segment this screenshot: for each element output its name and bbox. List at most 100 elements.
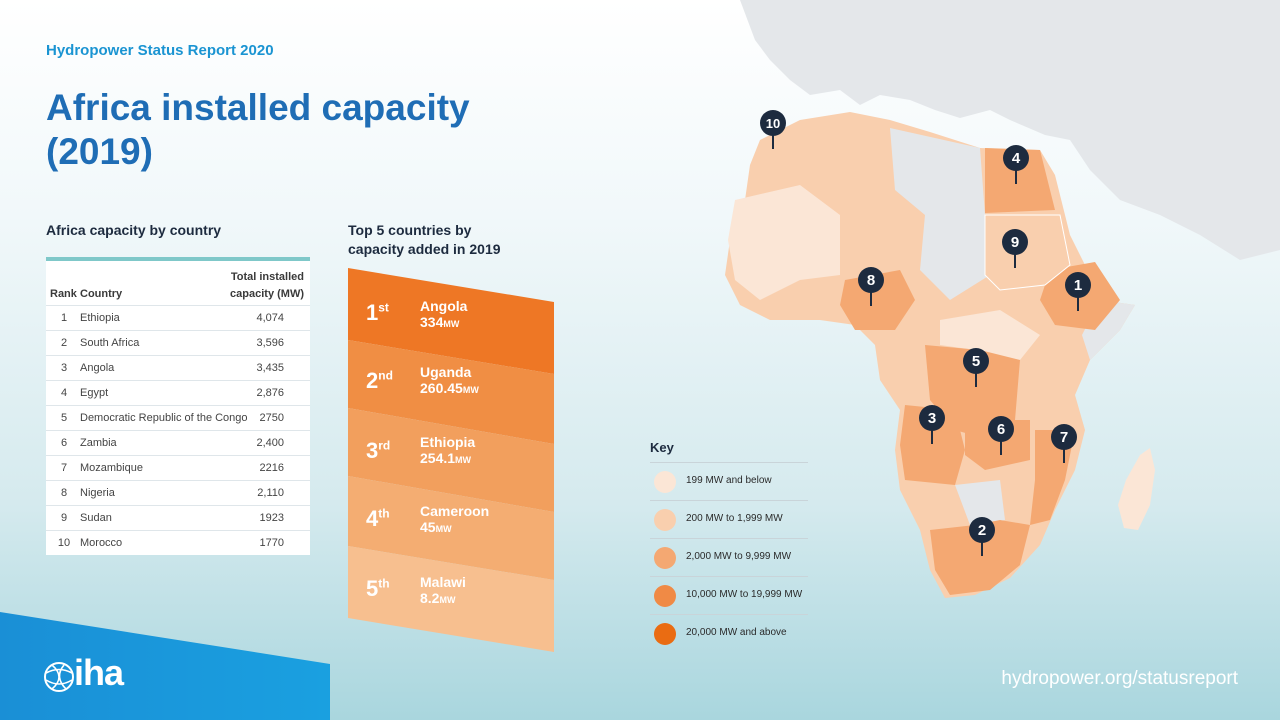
row-country: Mozambique	[80, 462, 143, 474]
column-header-capacity-line1: Total installed	[230, 271, 304, 283]
column-header-country: Country	[80, 288, 123, 300]
row-rank: 4	[60, 387, 68, 399]
footer-blue-band	[0, 612, 330, 720]
region-libya	[890, 128, 985, 215]
row-rank: 1	[60, 312, 68, 324]
row-rank: 2	[60, 337, 68, 349]
madagascar	[1118, 448, 1155, 530]
marker-2[interactable]: 2	[969, 517, 995, 556]
row-country: Egypt	[80, 387, 109, 399]
region-angola	[900, 405, 965, 485]
marker-2-label: 2	[978, 522, 986, 539]
marker-8[interactable]: 8	[858, 267, 884, 306]
top5-rank-5: 5th	[366, 576, 390, 601]
top5-rank-4: 4th	[366, 506, 390, 531]
key-item-1: 199 MW and below	[650, 462, 808, 501]
top5-country: Angola	[420, 298, 468, 314]
key-swatch-icon	[654, 623, 676, 645]
table-row: 9 Sudan 1923	[46, 505, 310, 531]
top5-ribbon-bands	[348, 268, 554, 652]
top5-band-3	[348, 408, 554, 512]
region-chad	[920, 215, 990, 300]
key-title: Key	[650, 440, 674, 455]
top5-band-5	[348, 546, 554, 652]
top5-rank-1: 1st	[366, 300, 389, 325]
footer-url[interactable]: hydropower.org/statusreport	[1001, 668, 1238, 689]
key-item-2: 200 MW to 1,999 MW	[650, 500, 808, 539]
report-subtitle: Hydropower Status Report 2020	[46, 42, 274, 59]
marker-4-label: 4	[1012, 150, 1021, 167]
table-row: 1 Ethiopia 4,074	[46, 305, 310, 331]
top5-country: Cameroon	[420, 503, 490, 519]
table-row: 2 South Africa 3,596	[46, 330, 310, 356]
row-country: Sudan	[80, 512, 112, 524]
top5-heading-line1: Top 5 countries by	[348, 222, 472, 238]
iha-globe-icon	[44, 662, 74, 692]
key-label: 199 MW and below	[686, 475, 772, 486]
top5-value: 334MW	[420, 314, 460, 330]
top5-band-4	[348, 476, 554, 580]
marker-6-label: 6	[997, 421, 1005, 438]
key-item-5: 20,000 MW and above	[650, 614, 808, 653]
row-capacity: 3,596	[256, 337, 284, 349]
key-label: 2,000 MW to 9,999 MW	[686, 551, 792, 562]
region-egypt	[985, 148, 1055, 213]
marker-10[interactable]: 10	[760, 110, 786, 149]
top5-country: Ethiopia	[420, 434, 476, 450]
top5-ribbon: 1st Angola 334MW 2nd Uganda 260.45MW 3rd…	[348, 268, 554, 652]
top5-band-2	[348, 340, 554, 444]
top5-entry-1: Angola 334MW	[420, 298, 467, 332]
marker-8-label: 8	[867, 272, 875, 289]
top5-value: 254.1MW	[420, 450, 472, 466]
top5-country: Uganda	[420, 364, 472, 380]
row-rank: 5	[60, 412, 68, 424]
key-swatch-icon	[654, 585, 676, 607]
table-row: 4 Egypt 2,876	[46, 380, 310, 406]
top5-value: 260.45MW	[420, 380, 479, 396]
marker-5-label: 5	[972, 353, 980, 370]
table-heading: Africa capacity by country	[46, 222, 222, 238]
table-row: 8 Nigeria 2,110	[46, 480, 310, 506]
key-swatch-icon	[654, 509, 676, 531]
top5-value: 45MW	[420, 519, 452, 535]
table-row: 7 Mozambique 2216	[46, 455, 310, 481]
europe-landmass	[740, 0, 1280, 260]
key-swatch-icon	[654, 547, 676, 569]
key-label: 20,000 MW and above	[686, 627, 787, 638]
marker-6[interactable]: 6	[988, 416, 1014, 455]
row-rank: 7	[60, 462, 68, 474]
marker-5[interactable]: 5	[963, 348, 989, 387]
marker-7-label: 7	[1060, 429, 1068, 446]
capacity-table: Rank Country Total installed capacity (M…	[46, 257, 310, 555]
row-country: Nigeria	[80, 487, 115, 499]
region-central	[940, 310, 1040, 360]
row-capacity: 2216	[259, 462, 284, 474]
marker-1[interactable]: 1	[1065, 272, 1091, 311]
top5-country: Malawi	[420, 574, 466, 590]
top5-rank-2: 2nd	[366, 368, 393, 393]
row-country: Democratic Republic of the Congo	[80, 412, 248, 424]
marker-4[interactable]: 4	[1003, 145, 1029, 184]
row-country: South Africa	[80, 337, 140, 349]
row-capacity: 4,074	[256, 312, 284, 324]
key-item-3: 2,000 MW to 9,999 MW	[650, 538, 808, 577]
marker-9[interactable]: 9	[1002, 229, 1028, 268]
row-rank: 8	[60, 487, 68, 499]
region-botswana	[955, 480, 1005, 525]
row-rank: 6	[60, 437, 68, 449]
top5-heading: Top 5 countries by capacity added in 201…	[348, 221, 501, 259]
top5-entry-3: Ethiopia 254.1MW	[420, 434, 475, 468]
marker-3[interactable]: 3	[919, 405, 945, 444]
row-capacity: 1770	[259, 537, 284, 549]
top5-entry-4: Cameroon 45MW	[420, 503, 489, 537]
marker-1-label: 1	[1074, 277, 1082, 294]
top5-entry-2: Uganda 260.45MW	[420, 364, 479, 398]
top5-rank-3: 3rd	[366, 438, 391, 463]
africa-map: 1 2 3 4 5 6 7 8 9 10	[725, 0, 1280, 598]
key-label: 200 MW to 1,999 MW	[686, 513, 783, 524]
region-zambia	[965, 420, 1030, 470]
row-rank: 9	[60, 512, 68, 524]
column-header-capacity-line2: capacity (MW)	[230, 288, 304, 300]
marker-7[interactable]: 7	[1051, 424, 1077, 463]
marker-3-label: 3	[928, 410, 936, 427]
